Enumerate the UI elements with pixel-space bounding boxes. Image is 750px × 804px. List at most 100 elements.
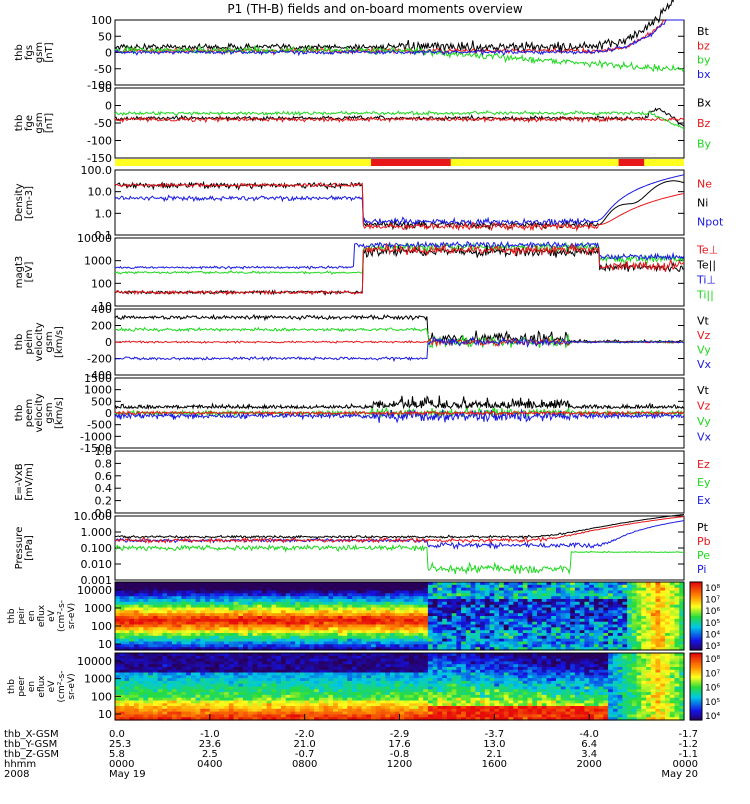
spectrogram-cell xyxy=(120,627,125,630)
spectrogram-cell xyxy=(494,602,499,605)
spectrogram-cell xyxy=(608,636,613,639)
spectrogram-cell xyxy=(215,593,220,596)
spectrogram-cell xyxy=(191,627,196,630)
spectrogram-cell xyxy=(205,593,210,596)
spectrogram-cell xyxy=(528,602,533,605)
spectrogram-cell xyxy=(414,602,419,605)
spectrogram-cell xyxy=(485,644,490,647)
spectrogram-cell xyxy=(158,610,163,613)
spectrogram-cell xyxy=(594,593,599,596)
spectrogram-cell xyxy=(333,636,338,639)
spectrogram-cell xyxy=(660,602,665,605)
legend-vy: Vy xyxy=(697,343,711,356)
spectrogram-cell xyxy=(409,610,414,613)
spectrogram-cell xyxy=(433,593,438,596)
spectrogram-cell xyxy=(490,619,495,622)
spectrogram-cell xyxy=(328,610,333,613)
spectrogram-cell xyxy=(599,644,604,647)
spectrogram-cell xyxy=(570,602,575,605)
spectrogram-cell xyxy=(362,619,367,622)
spectrogram-cell xyxy=(319,602,324,605)
spectrogram-cell xyxy=(414,619,419,622)
spectrogram-cell xyxy=(153,610,158,613)
spectrogram-cell xyxy=(319,585,324,588)
spectrogram-cell xyxy=(613,627,618,630)
spectrogram-cell xyxy=(366,610,371,613)
spectrogram-cell xyxy=(589,610,594,613)
spectrogram-cell xyxy=(542,610,547,613)
spectrogram-cell xyxy=(210,602,215,605)
spectrogram-cell xyxy=(191,644,196,647)
spectrogram-cell xyxy=(646,585,651,588)
spectrogram-cell xyxy=(290,619,295,622)
spectrogram-cell xyxy=(423,627,428,630)
spectrogram-cell xyxy=(139,602,144,605)
spectrogram-cell xyxy=(627,644,632,647)
spectrogram-cell xyxy=(646,602,651,605)
spectrogram-cell xyxy=(153,585,158,588)
y-tick-label: 100.0 xyxy=(81,164,113,177)
spectrogram-cell xyxy=(480,619,485,622)
spectrogram-cell xyxy=(314,610,319,613)
spectrogram-cell xyxy=(433,619,438,622)
spectrogram-cell xyxy=(433,602,438,605)
y-tick-label: 0.010 xyxy=(81,558,113,571)
spectrogram-cell xyxy=(257,585,262,588)
spectrogram-cell xyxy=(172,610,177,613)
spectrogram-cell xyxy=(186,602,191,605)
spectrogram-cell xyxy=(437,602,442,605)
spectrogram-cell xyxy=(485,602,490,605)
spectrogram-cell xyxy=(622,602,627,605)
spectrogram-cell xyxy=(400,593,405,596)
spectrogram-cell xyxy=(656,627,661,630)
y-tick-label: 400 xyxy=(91,303,112,316)
spectrogram-cell xyxy=(660,593,665,596)
spectrogram-cell xyxy=(513,627,518,630)
spectrogram-cell xyxy=(442,602,447,605)
spectrogram-cell xyxy=(343,619,348,622)
spectrogram-cell xyxy=(513,585,518,588)
spectrogram-cell xyxy=(637,627,642,630)
spectrogram-cell xyxy=(665,593,670,596)
spectrogram-cell xyxy=(575,636,580,639)
spectrogram-cell xyxy=(115,644,120,647)
spectrogram-cell xyxy=(409,644,414,647)
spectrogram-cell xyxy=(281,602,286,605)
spectrogram-cell xyxy=(257,602,262,605)
spectrogram-cell xyxy=(172,593,177,596)
spectrogram-cell xyxy=(305,619,310,622)
spectrogram-cell xyxy=(656,593,661,596)
spectrogram-cell xyxy=(238,602,243,605)
spectrogram-cell xyxy=(433,585,438,588)
spectrogram-cell xyxy=(532,602,537,605)
spectrogram-cell xyxy=(224,593,229,596)
spectrogram-cell xyxy=(603,602,608,605)
spectrogram-cell xyxy=(523,610,528,613)
spectrogram-cell xyxy=(234,610,239,613)
spectrogram-cell xyxy=(333,585,338,588)
spectrogram-cell xyxy=(134,602,139,605)
spectrogram-cell xyxy=(134,585,139,588)
spectrogram-cell xyxy=(234,602,239,605)
spectrogram-cell xyxy=(196,585,201,588)
spectrogram-cell xyxy=(670,602,675,605)
spectrogram-cell xyxy=(229,627,234,630)
spectrogram-cell xyxy=(238,627,243,630)
spectrogram-cell xyxy=(177,619,182,622)
spectrogram-cell xyxy=(584,636,589,639)
series-npot xyxy=(115,175,684,227)
spectrogram-cell xyxy=(618,644,623,647)
spectrogram-cell xyxy=(309,602,314,605)
spectrogram-cell xyxy=(385,636,390,639)
spectrogram-cell xyxy=(129,602,134,605)
spectrogram-cell xyxy=(675,636,680,639)
spectrogram-cell xyxy=(509,602,514,605)
spectrogram-cell xyxy=(537,627,542,630)
spectrogram-cell xyxy=(518,602,523,605)
spectrogram-cell xyxy=(532,627,537,630)
y-axis-label-line: [mV/m] xyxy=(24,463,35,501)
spectrogram-cell xyxy=(437,627,442,630)
spectrogram-cell xyxy=(181,636,186,639)
spectrogram-cell xyxy=(547,585,552,588)
